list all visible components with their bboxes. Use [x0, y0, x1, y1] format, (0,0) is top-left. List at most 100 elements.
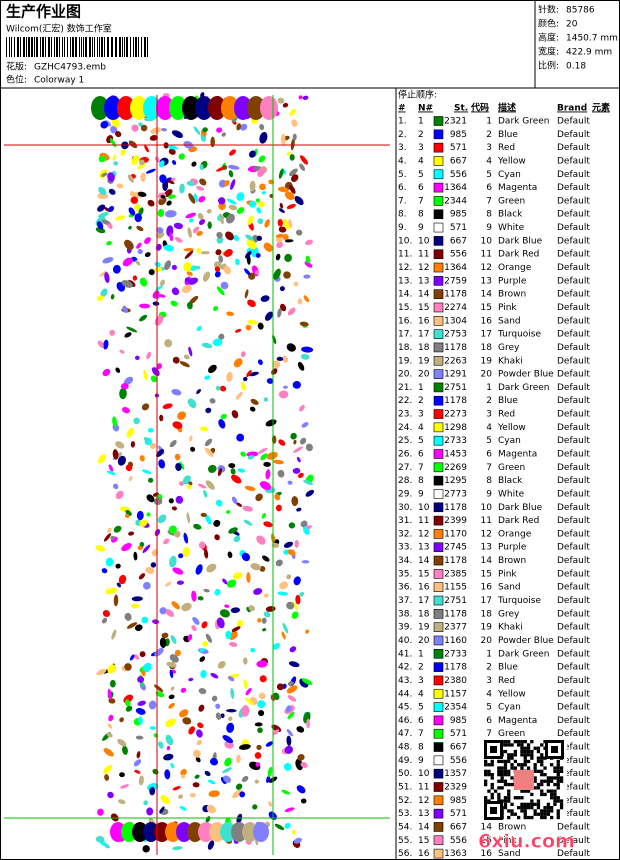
- row-number: 42.: [398, 663, 412, 673]
- leaf: [219, 213, 224, 225]
- description: Sand: [498, 316, 521, 326]
- leaf: [170, 762, 175, 769]
- color-swatch: [433, 662, 444, 672]
- description: Purple: [498, 276, 527, 286]
- leaf: [122, 407, 130, 414]
- leaf: [284, 823, 291, 829]
- code: 10: [481, 503, 493, 513]
- description: Dark Red: [498, 516, 539, 526]
- leaf: [257, 322, 264, 330]
- bar: [81, 37, 82, 57]
- leaf: [233, 535, 241, 543]
- leaf: [121, 280, 133, 288]
- stitches: 2751: [444, 383, 467, 393]
- needle: 6: [418, 450, 424, 460]
- leaf: [152, 290, 160, 299]
- leaf: [249, 150, 256, 158]
- leaf: [122, 257, 133, 267]
- border-motif: [182, 96, 200, 120]
- brand: Default: [557, 463, 590, 473]
- leaf: [150, 127, 162, 134]
- leaf: [148, 477, 154, 483]
- bar: [9, 37, 10, 57]
- color-swatch: [433, 262, 444, 273]
- needle: 20: [418, 370, 430, 380]
- leaf: [230, 687, 235, 700]
- leaf: [115, 215, 125, 221]
- row-number: 13.: [398, 276, 412, 286]
- leaf: [134, 355, 140, 361]
- qr-cell: [523, 749, 527, 754]
- code: 7: [486, 463, 492, 473]
- row-number: 26.: [398, 450, 412, 460]
- leaf: [300, 762, 308, 768]
- leaf: [216, 617, 225, 629]
- leaf: [282, 218, 290, 230]
- leaf: [166, 661, 177, 668]
- code: 10: [481, 236, 493, 246]
- leaf: [107, 791, 114, 799]
- qr-cell: [507, 782, 511, 787]
- stitches: 1178: [444, 609, 467, 619]
- qr-cell: [553, 766, 557, 770]
- needle: 4: [418, 156, 424, 166]
- qr-cell: [540, 756, 544, 760]
- leaf: [226, 311, 235, 317]
- color-swatch: [433, 502, 444, 513]
- leaf: [145, 168, 156, 174]
- leaf: [110, 535, 115, 540]
- stat-value: 422.9 mm: [566, 48, 612, 58]
- description: Yellow: [497, 689, 526, 699]
- leaf: [200, 251, 210, 255]
- border-motif: [169, 96, 187, 120]
- leaf: [133, 551, 138, 561]
- code: 17: [481, 330, 492, 340]
- qr-cell: [556, 779, 560, 783]
- leaf: [275, 253, 281, 261]
- leaf: [292, 829, 296, 835]
- qr-cell: [533, 786, 537, 790]
- color-swatch: [433, 182, 444, 193]
- qr-cell: [510, 753, 514, 757]
- bar: [36, 37, 38, 57]
- needle: 15: [418, 303, 429, 313]
- code: 6: [486, 183, 492, 193]
- embroidery-design: [91, 92, 315, 853]
- stitches: 667: [450, 156, 467, 166]
- code: 17: [481, 596, 492, 606]
- leaf: [254, 779, 259, 784]
- description: White: [498, 489, 525, 499]
- stitches: 2269: [444, 463, 467, 473]
- qr-cell: [517, 796, 521, 800]
- qr-cell: [526, 802, 531, 806]
- leaf: [95, 227, 106, 234]
- needle: 13: [418, 809, 429, 819]
- needle: 3: [418, 143, 424, 153]
- qr-cell: [503, 802, 508, 806]
- leaf: [196, 247, 201, 254]
- leaf: [108, 464, 114, 472]
- bar: [45, 37, 46, 57]
- leaf: [236, 207, 245, 214]
- leaf: [189, 435, 193, 442]
- qr-cell: [500, 773, 504, 777]
- border-motif: [231, 822, 247, 842]
- row-number: 20.: [398, 370, 412, 380]
- leaf: [194, 774, 200, 779]
- row-number: 34.: [398, 556, 412, 566]
- leaf: [96, 295, 104, 302]
- brand: Default: [557, 316, 590, 326]
- leaf: [225, 231, 234, 241]
- leaf: [154, 684, 164, 693]
- leaf: [215, 249, 222, 256]
- needle: 7: [418, 463, 424, 473]
- leaf: [259, 675, 267, 683]
- bar: [31, 37, 33, 57]
- leaf: [102, 610, 111, 617]
- leaf: [222, 767, 232, 774]
- stitches: 1178: [444, 663, 467, 673]
- leaf: [227, 551, 233, 559]
- leaf: [139, 159, 145, 166]
- row-number: 49.: [398, 756, 412, 766]
- leaf: [282, 102, 289, 108]
